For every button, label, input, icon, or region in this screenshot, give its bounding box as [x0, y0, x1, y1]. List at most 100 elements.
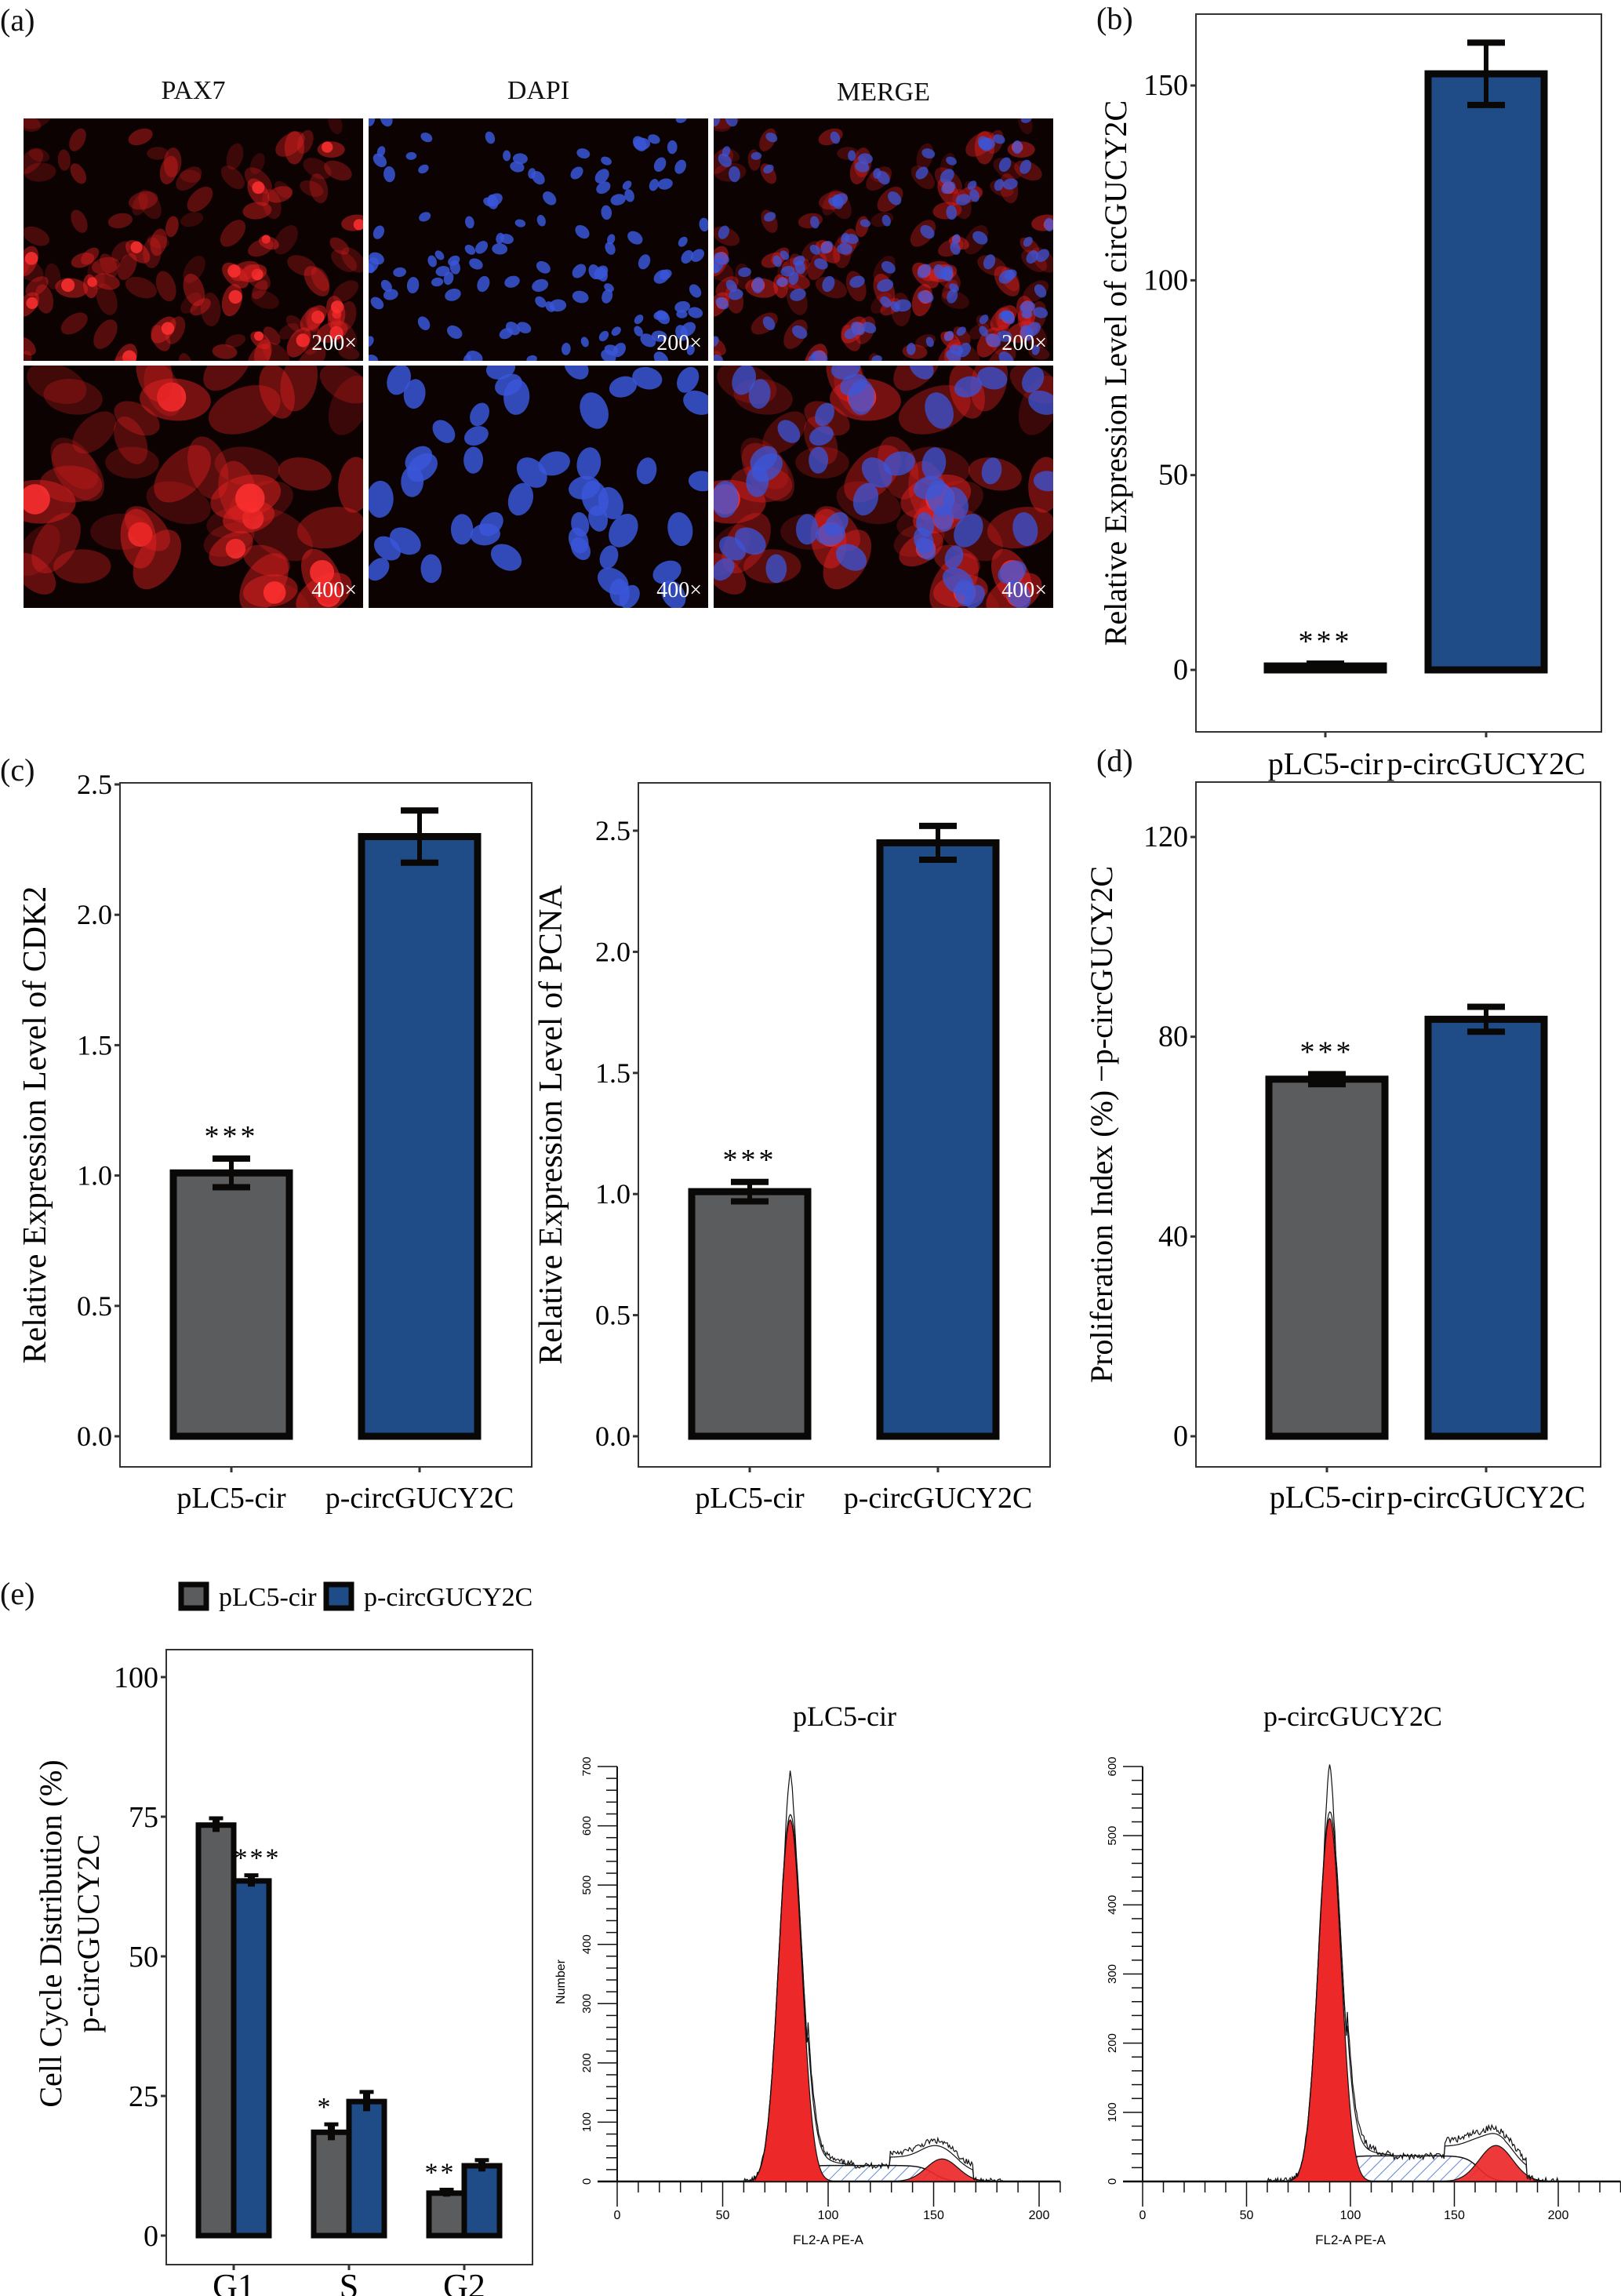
nucleus	[477, 275, 490, 293]
bright-spot	[26, 297, 38, 310]
cytoplasm-stain	[163, 147, 182, 178]
x-tick-label: 100	[818, 2209, 839, 2222]
cytoplasm-stain	[45, 263, 61, 289]
nucleus	[1006, 580, 1031, 608]
y-axis-label: Relative Expression Level of circGUCY2C	[1098, 100, 1133, 646]
cytoplasm-stain	[244, 167, 272, 194]
nucleus	[652, 560, 681, 584]
nucleus	[485, 131, 496, 144]
nucleus	[877, 278, 894, 293]
nucleus	[405, 446, 433, 472]
cytoplasm-stain	[220, 220, 246, 247]
cytoplasm-stain	[133, 529, 182, 590]
nucleus	[605, 242, 616, 255]
cytoplasm-stain	[114, 356, 136, 361]
x-tick-label: pLC5-cir	[695, 1482, 805, 1515]
nucleus	[852, 482, 879, 516]
bar-pLC5-cir	[688, 1188, 812, 1440]
y-axis-label: Number	[554, 1959, 568, 2004]
y-tick-label: 500	[1106, 1826, 1119, 1846]
nucleus	[1023, 236, 1033, 247]
nucleus	[370, 297, 384, 310]
nucleus	[718, 225, 730, 239]
cytoplasm-stain	[180, 212, 204, 227]
nucleus	[607, 234, 616, 245]
nucleus	[470, 402, 489, 427]
nucleus	[809, 245, 821, 255]
nucleus	[860, 219, 871, 227]
nucleus	[596, 181, 611, 195]
y-tick-label: 0	[144, 2220, 158, 2253]
nucleus	[432, 420, 456, 443]
nucleus	[636, 457, 657, 485]
nucleus	[648, 134, 660, 144]
nucleus	[809, 446, 829, 474]
x-tick-label: G1	[213, 2267, 255, 2296]
cytoplasm-stain	[212, 344, 238, 359]
cytoplasm-stain	[259, 366, 295, 419]
cytoplasm-stain	[24, 336, 36, 356]
nucleus	[1028, 390, 1053, 415]
nucleus	[714, 480, 739, 518]
nucleus	[969, 189, 980, 202]
nucleus	[434, 250, 445, 260]
cytoplasm-stain	[274, 224, 298, 255]
cytoplasm-stain	[338, 346, 360, 360]
cytoplasm-stain	[53, 549, 111, 584]
cytoplasm-stain	[251, 290, 279, 309]
bright-spot	[296, 333, 310, 347]
x-tick-label: pLC5-cir	[176, 1482, 286, 1515]
nucleus	[944, 545, 964, 569]
x-tick-label: p-circGUCY2C	[1387, 1479, 1585, 1515]
x-tick-label: p-circGUCY2C	[325, 1482, 514, 1515]
y-tick-label: 100	[580, 2112, 594, 2132]
histogram-title: pLC5-cir	[793, 1701, 896, 1732]
y-tick-label: 700	[580, 1756, 594, 1776]
cytoplasm-stain	[176, 166, 202, 191]
bright-spot	[161, 322, 175, 335]
nucleus	[657, 178, 673, 190]
nucleus	[714, 558, 735, 581]
cytoplasm-stain	[144, 366, 182, 417]
bar-S-pLC5-cir	[311, 2129, 352, 2239]
x-axis-label: FL2-A PE-A	[793, 2232, 863, 2247]
cytoplasm-stain	[159, 155, 178, 185]
nucleus	[418, 164, 429, 174]
nucleus	[532, 170, 545, 185]
nucleus	[475, 241, 489, 254]
nucleus	[780, 250, 790, 260]
nucleus	[653, 351, 669, 361]
micrograph-content	[714, 366, 1053, 608]
nucleus	[917, 264, 932, 278]
nucleus	[830, 131, 841, 144]
nucleus	[763, 164, 774, 174]
nucleus	[871, 355, 882, 361]
nucleus	[762, 316, 776, 331]
y-tick-label: 400	[1106, 1895, 1119, 1915]
nucleus	[1019, 159, 1031, 174]
magnification-label: 200×	[1001, 331, 1047, 355]
nucleus	[369, 118, 376, 127]
nucleus	[925, 392, 954, 429]
nucleus	[656, 311, 669, 320]
bright-spot	[253, 331, 264, 341]
nucleus	[675, 118, 687, 123]
nucleus	[463, 446, 484, 474]
bar-pLC5-cir	[169, 1169, 293, 1440]
bright-spot	[310, 559, 335, 585]
nucleus	[575, 224, 590, 239]
cytoplasm-stain	[128, 128, 153, 146]
y-tick-label: 40	[1158, 1220, 1188, 1253]
column-title-dapi: DAPI	[507, 76, 570, 105]
nucleus	[609, 376, 638, 398]
nucleus	[950, 242, 961, 255]
bar-G1-pLC5-cir	[195, 1822, 237, 2239]
nucleus	[881, 260, 896, 274]
magnification-label: 400×	[656, 578, 702, 602]
cytoplasm-stain	[183, 255, 205, 283]
nucleus	[1022, 366, 1045, 393]
nucleus	[688, 307, 703, 318]
nucleus	[651, 330, 667, 342]
nucleus	[1025, 322, 1041, 337]
cytoplasm-stain	[51, 442, 104, 502]
